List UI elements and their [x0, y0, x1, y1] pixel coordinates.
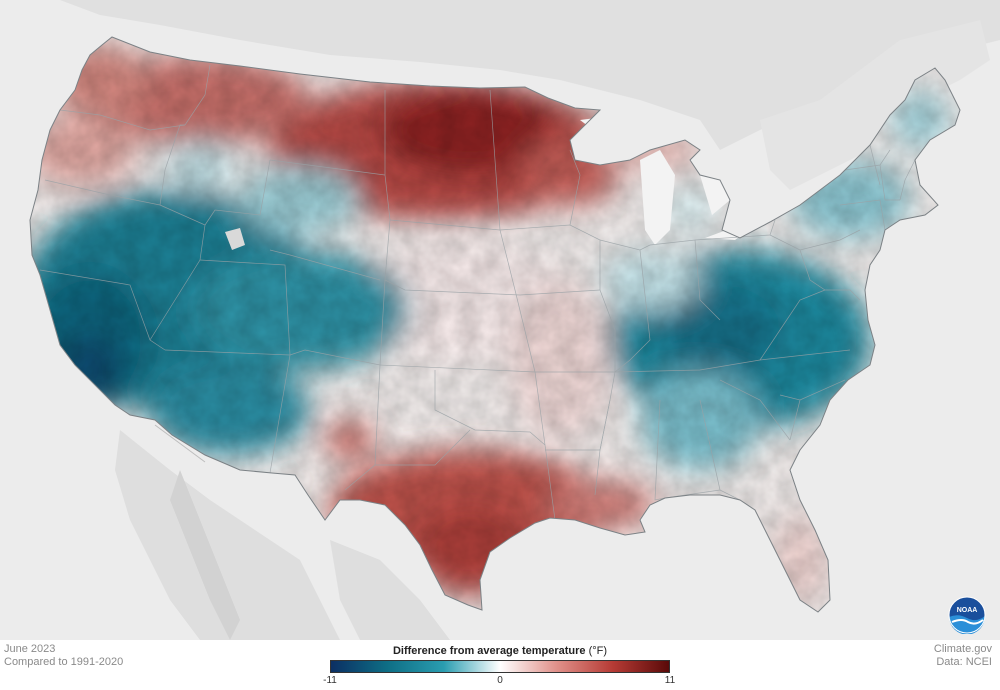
legend-max-label: 11	[664, 675, 676, 686]
canada-east-land	[760, 20, 990, 190]
baseline-label: Compared to 1991-2020	[4, 656, 124, 668]
legend-title: Difference from average temperature (°F)	[330, 644, 670, 658]
map-metadata: June 2023 Compared to 1991-2020	[4, 643, 123, 669]
mexico-land-east	[330, 540, 450, 640]
legend-unit: (°F)	[588, 645, 608, 657]
legend-mid-label: 0	[497, 675, 503, 686]
legend-title-text: Difference from average temperature	[392, 645, 586, 657]
legend: Difference from average temperature (°F)…	[323, 644, 675, 688]
us-temperature-anomaly-map	[0, 0, 1000, 640]
map-area: NOAA	[0, 0, 1000, 640]
mexico-land-west	[115, 430, 340, 640]
date-label: June 2023	[4, 643, 56, 655]
canada-land	[0, 0, 1000, 150]
noaa-logo-text: NOAA	[957, 607, 978, 614]
noaa-logo: NOAA	[948, 596, 986, 634]
state-boundaries	[39, 64, 916, 521]
source-site-label: Climate.gov	[933, 643, 992, 655]
great-salt-lake	[225, 228, 245, 250]
legend-color-bar	[330, 660, 670, 673]
source-credits: Climate.gov Data: NCEI	[934, 643, 992, 669]
baja-peninsula	[170, 470, 240, 640]
data-source-label: Data: NCEI	[936, 656, 992, 668]
legend-min-label: -11	[323, 675, 337, 686]
lake-michigan	[640, 150, 675, 245]
